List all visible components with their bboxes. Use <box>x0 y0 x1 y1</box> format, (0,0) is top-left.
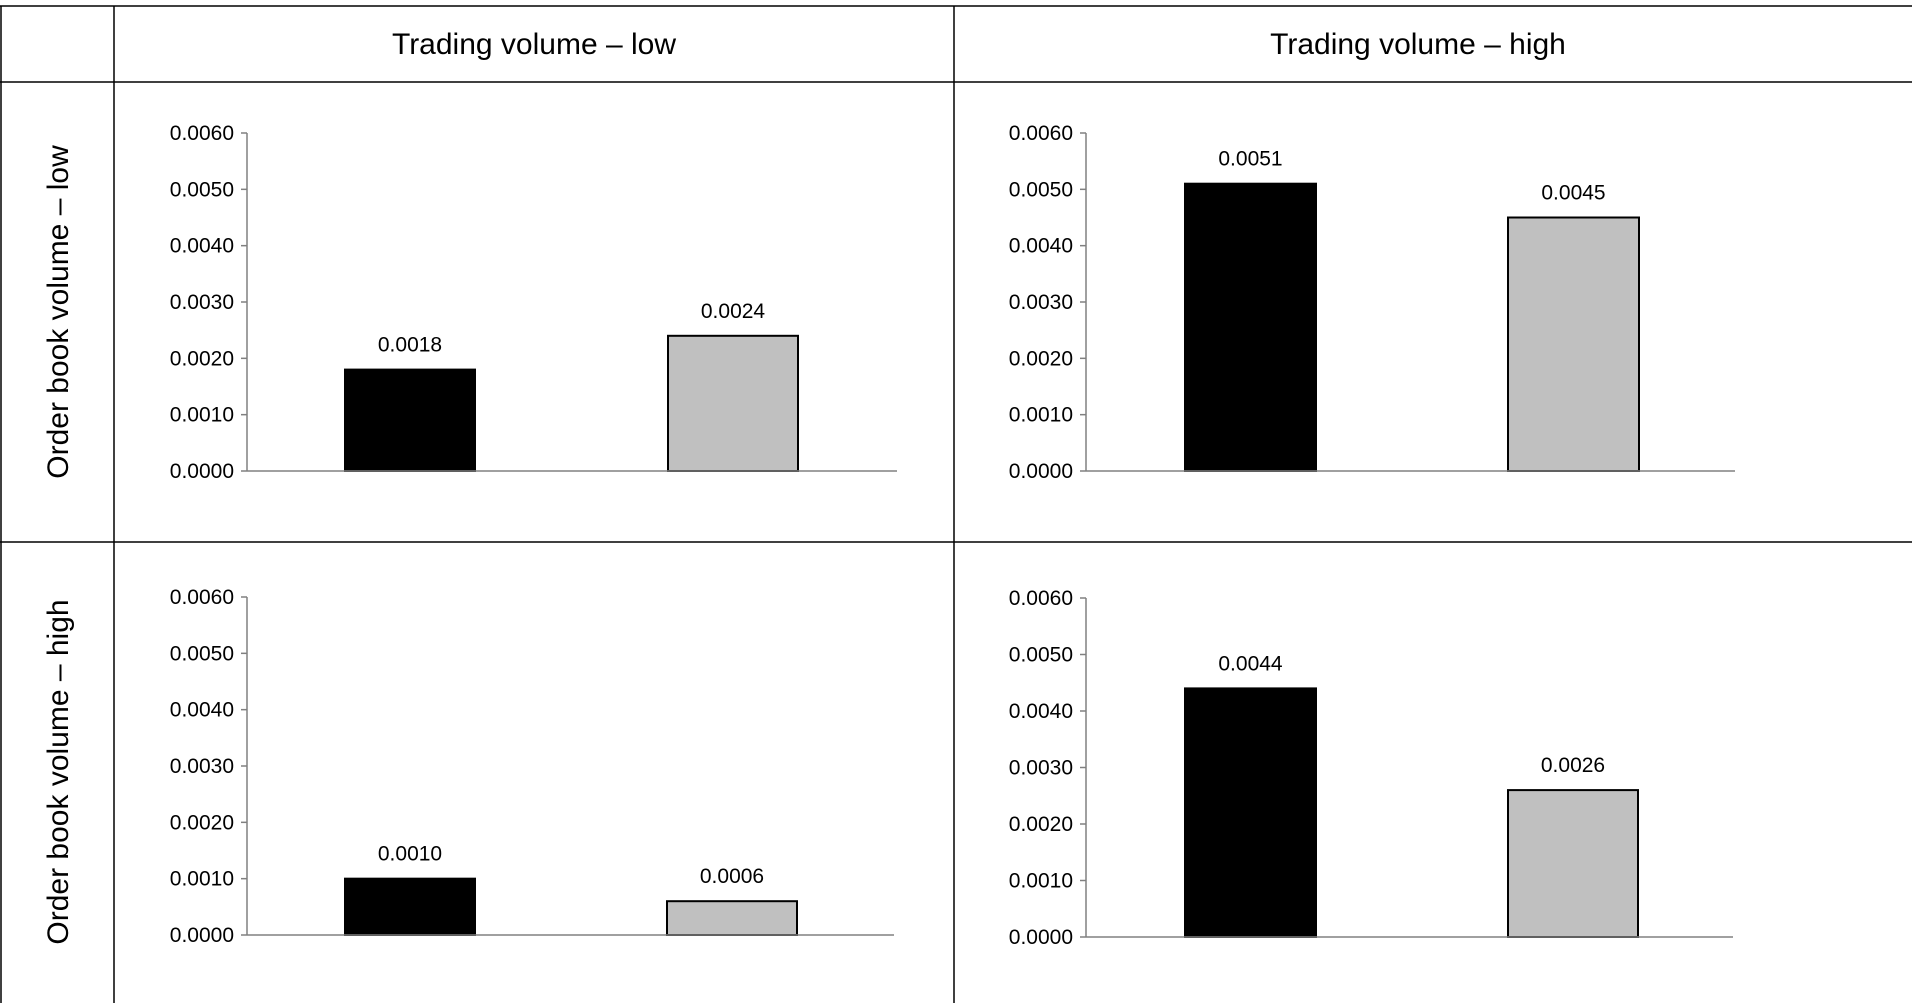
y-tick-label: 0.0040 <box>170 699 234 722</box>
y-tick-label: 0.0030 <box>1009 757 1073 780</box>
bar <box>344 368 476 473</box>
data-label: 0.0026 <box>1541 754 1605 777</box>
bar <box>1184 687 1317 939</box>
y-tick-label: 0.0060 <box>1009 122 1073 145</box>
bar <box>1507 216 1640 472</box>
y-tick-label: 0.0010 <box>1009 404 1073 427</box>
y-tick-label: 0.0050 <box>1009 644 1073 667</box>
column-header-trading-low: Trading volume – low <box>392 28 676 61</box>
data-label: 0.0006 <box>700 865 764 888</box>
bar <box>344 877 476 937</box>
row-header-orderbook-low: Order book volume – low <box>42 145 75 479</box>
y-tick-label: 0.0030 <box>170 291 234 314</box>
bar <box>666 900 798 937</box>
table-grid <box>0 5 1912 1003</box>
panel-tradehigh-booklow: 0.0000 0.0010 0.0020 0.0030 0.0040 0.0050 0.00… <box>1009 122 1735 483</box>
column-header-trading-high: Trading volume – high <box>1270 28 1566 61</box>
panel-tradehigh-bookhigh: 0.0000 0.0010 0.0020 0.0030 0.0040 0.0050 0.00… <box>1009 587 1733 949</box>
bar <box>1507 789 1639 938</box>
y-tick-label: 0.0020 <box>170 347 234 370</box>
data-label: 0.0010 <box>378 843 442 866</box>
y-tick-label: 0.0060 <box>1009 587 1073 610</box>
data-label: 0.0051 <box>1218 148 1282 171</box>
y-tick-label: 0.0000 <box>1009 926 1073 949</box>
data-label: 0.0044 <box>1218 652 1283 675</box>
bar <box>1184 182 1317 472</box>
panel-tradelow-booklow: 0.0000 0.0010 0.0020 0.0030 0.0040 0.0050 0.00… <box>170 122 897 483</box>
y-tick-label: 0.0030 <box>1009 291 1073 314</box>
y-tick-label: 0.0040 <box>170 235 234 258</box>
y-tick-label: 0.0020 <box>1009 347 1073 370</box>
y-tick-label: 0.0020 <box>1009 813 1073 836</box>
y-tick-label: 0.0060 <box>170 586 234 609</box>
y-tick-label: 0.0010 <box>1009 870 1073 893</box>
y-tick-label: 0.0040 <box>1009 235 1073 258</box>
y-tick-label: 0.0060 <box>170 122 234 145</box>
panel-tradelow-bookhigh: 0.0000 0.0010 0.0020 0.0030 0.0040 0.0050 0.00… <box>170 586 894 947</box>
y-tick-label: 0.0050 <box>170 642 234 665</box>
bar <box>667 334 799 472</box>
y-tick-label: 0.0050 <box>1009 178 1073 201</box>
row-header-orderbook-high: Order book volume – high <box>42 599 75 944</box>
data-label: 0.0045 <box>1541 182 1605 205</box>
data-label: 0.0024 <box>701 300 766 323</box>
y-tick-label: 0.0050 <box>170 178 234 201</box>
y-tick-label: 0.0020 <box>170 811 234 834</box>
y-tick-label: 0.0010 <box>170 868 234 891</box>
y-tick-label: 0.0030 <box>170 755 234 778</box>
data-label: 0.0018 <box>378 334 442 357</box>
y-tick-label: 0.0000 <box>170 460 234 483</box>
y-tick-label: 0.0000 <box>170 924 234 947</box>
y-tick-label: 0.0000 <box>1009 460 1073 483</box>
y-tick-label: 0.0010 <box>170 404 234 427</box>
y-tick-label: 0.0040 <box>1009 700 1073 723</box>
